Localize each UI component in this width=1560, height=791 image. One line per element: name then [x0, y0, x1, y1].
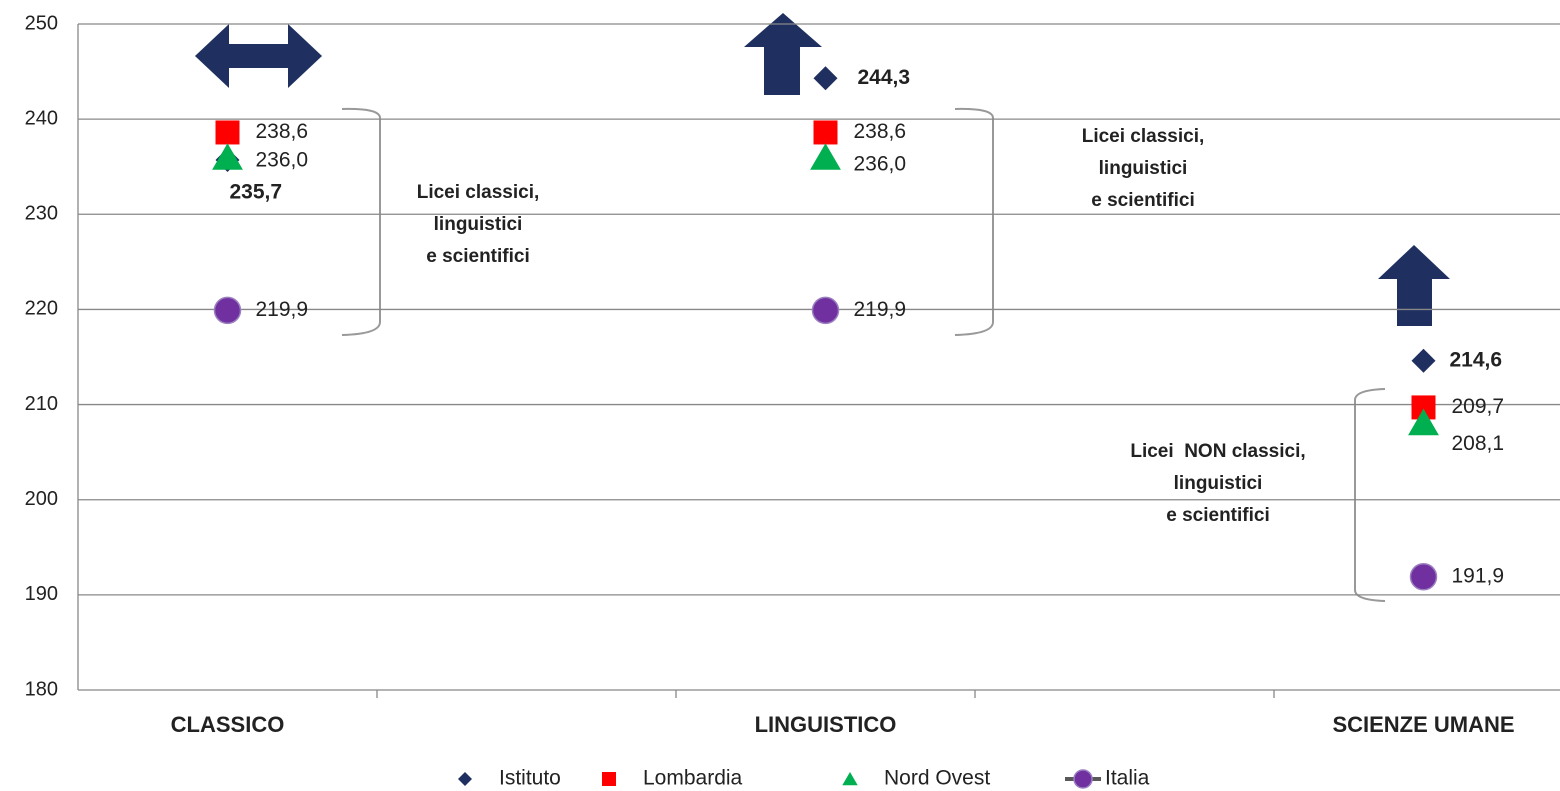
data-label: 219,9: [854, 298, 907, 321]
data-point: [810, 143, 841, 170]
legend-marker: [1073, 769, 1093, 789]
data-label: 235,7: [230, 181, 283, 204]
x-tick-label: LINGUISTICO: [755, 712, 897, 737]
data-point: [213, 296, 242, 325]
double-arrow: [195, 24, 322, 88]
y-tick-label: 210: [25, 393, 58, 415]
x-tick-label: CLASSICO: [171, 712, 285, 737]
legend-label: Istituto: [499, 767, 561, 790]
up-arrow: [1378, 245, 1450, 326]
annotation: e scientifici: [426, 246, 530, 267]
data-point: [1409, 563, 1438, 591]
data-label: 238,6: [256, 120, 309, 143]
up-arrow: [744, 13, 822, 95]
legend-marker: [602, 772, 616, 786]
data-label: 236,0: [854, 153, 907, 176]
y-tick-label: 240: [25, 107, 58, 129]
data-point: [1411, 348, 1436, 373]
legend-marker: [458, 772, 472, 786]
y-tick-label: 220: [25, 298, 58, 320]
y-tick-label: 180: [25, 678, 58, 700]
data-point: [212, 143, 243, 170]
data-point: [1408, 408, 1439, 436]
data-label: 238,6: [854, 120, 907, 143]
data-label: 214,6: [1450, 348, 1503, 371]
data-point: [215, 120, 240, 145]
data-label: 236,0: [256, 149, 309, 172]
annotation: Licei classici,: [417, 182, 540, 203]
legend-label: Nord Ovest: [884, 767, 990, 790]
data-point: [813, 120, 838, 145]
data-point: [811, 296, 840, 325]
data-label: 244,3: [858, 66, 911, 89]
annotation: Licei classici,: [1082, 126, 1205, 147]
annotation: Licei NON classici,: [1130, 441, 1305, 462]
annotation: e scientifici: [1166, 505, 1270, 526]
y-tick-label: 230: [25, 203, 58, 225]
legend-label: Italia: [1105, 767, 1150, 790]
bracket: [954, 107, 994, 336]
x-tick-label: SCIENZE UMANE: [1332, 712, 1514, 737]
data-label: 191,9: [1452, 564, 1505, 587]
y-tick-label: 200: [25, 488, 58, 510]
bracket: [1354, 388, 1386, 602]
y-tick-label: 250: [25, 12, 58, 34]
annotation: linguistici: [1099, 158, 1188, 179]
annotation: e scientifici: [1091, 190, 1195, 211]
bracket: [341, 107, 381, 336]
annotation: linguistici: [434, 214, 523, 235]
y-tick-label: 190: [25, 583, 58, 605]
legend-label: Lombardia: [643, 767, 743, 790]
data-label: 208,1: [1452, 432, 1505, 455]
data-label: 219,9: [256, 298, 309, 321]
data-point: [813, 66, 838, 91]
annotation: linguistici: [1174, 473, 1263, 494]
data-label: 209,7: [1452, 395, 1505, 418]
legend-marker: [842, 772, 858, 786]
